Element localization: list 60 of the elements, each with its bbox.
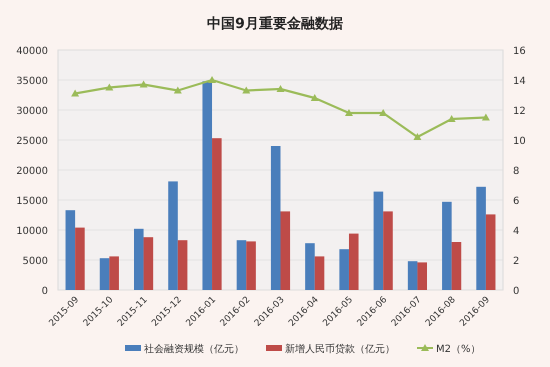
y2-tick-label: 6: [513, 196, 520, 207]
bar: [374, 192, 384, 290]
y2-tick-label: 8: [513, 166, 520, 177]
y2-tick-label: 12: [513, 106, 526, 117]
legend-label: M2（%）: [436, 344, 480, 355]
point: [140, 80, 148, 88]
bar: [348, 234, 359, 290]
bar: [109, 256, 119, 290]
y-tick-label: 25000: [16, 136, 48, 147]
bar: [305, 243, 315, 290]
y2-tick-label: 14: [513, 76, 526, 87]
bar: [144, 237, 154, 290]
point: [344, 109, 353, 116]
bar: [314, 256, 324, 290]
y-tick-label: 5000: [22, 256, 48, 267]
point: [310, 94, 319, 101]
point: [71, 90, 80, 96]
bar: [178, 240, 188, 290]
y-tick-label: 40000: [16, 46, 48, 57]
point: [174, 86, 182, 94]
bar: [280, 211, 290, 290]
y-tick-label: 35000: [16, 76, 48, 87]
bar: [417, 262, 428, 290]
bar: [202, 81, 212, 290]
bar: [246, 241, 256, 290]
y2-tick-label: 16: [513, 46, 526, 57]
y-tick-label: 0: [42, 286, 48, 297]
point: [413, 133, 422, 140]
bar: [442, 202, 452, 290]
point: [482, 114, 490, 120]
legend-label: 新增人民币贷款（亿元）: [285, 343, 395, 355]
point: [276, 85, 284, 92]
bar: [452, 242, 462, 290]
y2-tick-label: 10: [513, 136, 526, 147]
bar: [134, 228, 144, 290]
y-tick-label: 20000: [16, 166, 48, 177]
point: [448, 115, 456, 122]
bar: [339, 249, 349, 290]
y-tick-label: 10000: [16, 226, 48, 237]
y2-tick-label: 2: [513, 256, 520, 267]
bar: [236, 240, 246, 290]
bar: [476, 186, 486, 290]
bar: [212, 138, 222, 290]
legend-label: 社会融资规模（亿元）: [144, 343, 244, 355]
bar: [100, 258, 110, 290]
bar: [486, 214, 496, 290]
y2-tick-label: 0: [513, 286, 520, 297]
chart-title: 中国9月重要金融数据: [207, 16, 343, 32]
y-tick-label: 30000: [16, 106, 48, 117]
point: [105, 84, 114, 90]
bar: [66, 210, 76, 290]
bar: [383, 211, 393, 290]
y2-tick-label: 4: [513, 226, 520, 237]
point: [208, 76, 216, 83]
bar: [168, 181, 178, 290]
point: [242, 86, 250, 94]
bar: [270, 146, 280, 290]
bar: [408, 261, 418, 290]
y-tick-label: 15000: [16, 196, 48, 207]
bar: [75, 228, 85, 290]
